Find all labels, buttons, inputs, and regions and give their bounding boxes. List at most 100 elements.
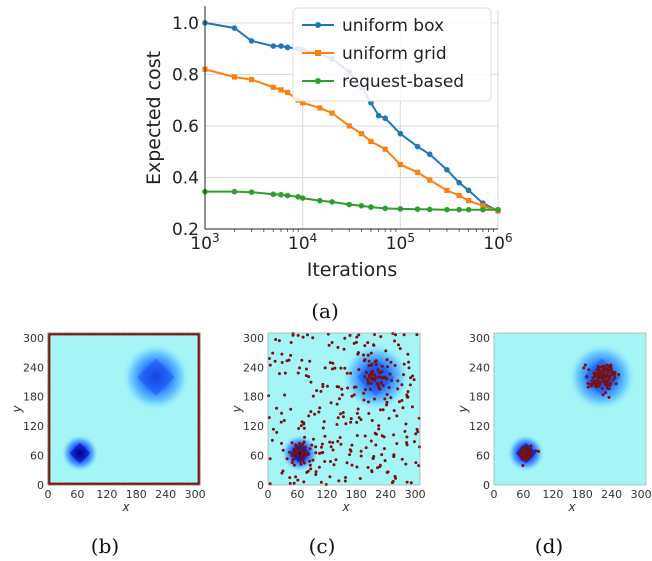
sample-point: [612, 373, 616, 377]
data-point: [495, 206, 501, 213]
sample-point: [607, 382, 611, 386]
sample-point: [299, 424, 303, 428]
sample-point: [602, 375, 606, 379]
sample-point: [372, 343, 376, 347]
sample-point: [366, 353, 370, 357]
sample-point: [333, 366, 337, 370]
sample-point: [331, 361, 335, 365]
sample-point: [369, 381, 373, 385]
sample-point: [354, 340, 358, 344]
sample-point: [367, 411, 371, 415]
sample-point: [331, 441, 335, 445]
sample-point: [301, 459, 305, 463]
sample-point: [378, 408, 382, 412]
data-point: [317, 197, 323, 204]
sample-point: [358, 476, 362, 480]
sample-point: [306, 333, 310, 337]
x-tick-label: 120: [542, 488, 563, 501]
y-axis-label: y: [456, 405, 470, 414]
sample-point: [344, 422, 348, 426]
sample-point: [398, 347, 402, 351]
legend-label: uniform grid: [342, 44, 447, 64]
data-point: [284, 89, 291, 96]
sample-point: [602, 373, 606, 377]
density-peak-core: [69, 442, 91, 464]
sample-point: [596, 365, 600, 369]
sample-point: [338, 436, 342, 440]
sample-point: [402, 373, 406, 377]
sample-point: [590, 382, 594, 386]
sample-point: [290, 461, 294, 465]
sample-point: [412, 378, 416, 382]
sample-point: [340, 387, 344, 391]
sample-point: [583, 363, 587, 367]
caption-a: (a): [311, 299, 339, 323]
data-point: [465, 198, 472, 204]
sample-point: [523, 446, 527, 450]
sample-point: [391, 331, 395, 335]
sample-point: [317, 465, 321, 469]
heatmap-panel-c: 00 60 60 120 120 180 180 240 240 300 300 x y: [230, 332, 426, 514]
sample-point: [356, 407, 360, 411]
sample-point: [611, 378, 615, 382]
sample-point: [402, 362, 406, 366]
data-point: [270, 191, 277, 198]
data-point: [375, 112, 382, 119]
sample-point: [385, 358, 389, 362]
data-point: [397, 206, 404, 212]
sample-point: [292, 463, 296, 467]
sample-point: [405, 480, 409, 484]
sample-point: [366, 341, 370, 345]
sample-point: [337, 479, 341, 483]
sample-point: [352, 393, 356, 397]
sample-point: [521, 449, 525, 453]
sample-point: [403, 429, 407, 433]
sample-point: [383, 459, 387, 463]
x-tick-label: 120: [316, 488, 337, 501]
legend-marker: [315, 50, 321, 56]
sample-point: [332, 463, 336, 467]
x-axis-label: x: [341, 500, 350, 514]
data-point: [329, 199, 335, 205]
sample-point: [295, 448, 299, 452]
sample-point: [300, 358, 304, 362]
sample-point: [342, 347, 346, 351]
sample-point: [281, 469, 285, 473]
sample-point: [355, 335, 359, 339]
sample-point: [408, 383, 412, 387]
sample-point: [586, 381, 590, 385]
sample-point: [534, 449, 538, 453]
sample-point: [311, 458, 315, 462]
sample-point: [289, 407, 293, 411]
y-tick-label: 240: [469, 361, 490, 374]
x-tick-label: 120: [96, 488, 117, 501]
sample-point: [374, 376, 378, 380]
sample-point: [520, 457, 524, 461]
sample-point: [337, 397, 341, 401]
sample-point: [380, 364, 384, 368]
sample-point: [294, 475, 298, 479]
sample-point: [313, 412, 317, 416]
sample-point: [383, 397, 387, 401]
sample-point: [296, 371, 300, 375]
sample-point: [325, 384, 329, 388]
sample-point: [405, 393, 409, 397]
sample-point: [297, 448, 301, 452]
sample-point: [336, 416, 340, 420]
sample-point: [400, 398, 404, 402]
sample-point: [326, 332, 330, 336]
sample-point: [330, 367, 334, 371]
legend: uniform box uniform grid request-based: [292, 7, 492, 102]
sample-point: [377, 424, 381, 428]
sample-point: [275, 406, 279, 410]
sample-point: [343, 336, 347, 340]
sample-point: [587, 368, 591, 372]
sample-point: [607, 395, 611, 399]
sample-point: [350, 463, 354, 467]
x-tick-label: 60: [70, 488, 84, 501]
sample-point: [268, 457, 272, 461]
sample-point: [370, 370, 374, 374]
sample-point: [267, 394, 271, 398]
sample-point: [345, 371, 349, 375]
sample-point: [396, 343, 400, 347]
